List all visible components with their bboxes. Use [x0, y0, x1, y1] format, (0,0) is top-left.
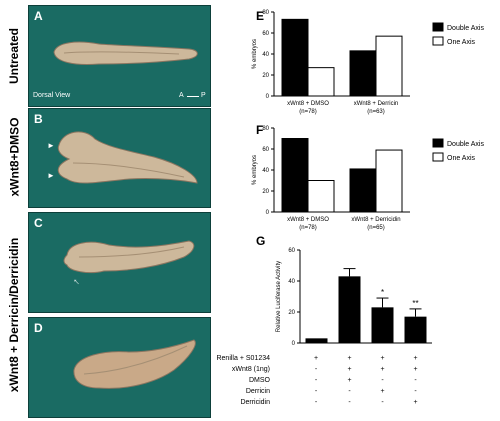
chart-f-letter: F: [256, 123, 263, 137]
chart-g-bar: [338, 276, 361, 343]
chart-g-treatment-mark: +: [347, 366, 351, 373]
chart-g-treatment-mark: -: [315, 388, 318, 395]
chart-g-y-tick-label: 0: [292, 341, 296, 347]
chart-g-treatment-label: DMSO: [249, 377, 271, 384]
chart-f-legend-swatch: [432, 152, 444, 162]
chart-g-y-tick-label: 40: [288, 279, 295, 285]
panel-b-letter: B: [34, 112, 43, 126]
chart-g-treatment-label: Derricin: [246, 388, 270, 395]
chart-e-category-n: (n=78): [299, 109, 317, 115]
chart-g-treatment-mark: +: [413, 355, 417, 362]
row-label-wnt8-derricin: xWnt8 + Derricin/Derricidin: [2, 212, 26, 417]
panel-c-image: C →: [28, 212, 211, 313]
chart-f-bar: [375, 149, 403, 213]
chart-f-y-tick-label: 40: [262, 168, 269, 174]
chart-e-legend-label: Double Axis: [447, 25, 484, 32]
embryo-derricin-image: [63, 240, 195, 274]
chart-e-legend-swatch: [432, 36, 444, 46]
row-label-untreated: Untreated: [2, 6, 26, 106]
chart-f-legend-label: One Axis: [447, 155, 476, 162]
chart-g-bar: [371, 307, 394, 343]
chart-f-bar: [349, 168, 377, 213]
chart-e-bar: [349, 50, 377, 97]
chart-e-bar: [281, 18, 309, 97]
chart-f-bar: [281, 138, 309, 213]
row-label-wnt8-dmso: xWnt8+DMSO: [2, 108, 26, 206]
chart-g-treatment-label: Derricidin: [240, 399, 270, 406]
chart-g-bar: [404, 316, 427, 343]
embryo-untreated-image: [53, 41, 198, 65]
chart-e-y-tick-label: 80: [262, 10, 269, 16]
chart-g-y-tick-label: 20: [288, 310, 295, 316]
chart-g-treatment-mark: +: [347, 355, 351, 362]
chart-e-letter: E: [256, 9, 264, 23]
chart-f-category-label: xWnt8 + DMSO: [287, 217, 329, 223]
chart-f-legend-label: Double Axis: [447, 141, 484, 148]
chart-g-letter: G: [256, 234, 265, 248]
panel-a-letter: A: [34, 9, 43, 23]
row-label-wnt8-derricin-text: xWnt8 + Derricin/Derricidin: [7, 237, 22, 392]
axis-arrow-line: [187, 96, 199, 97]
row-label-untreated-text: Untreated: [7, 27, 22, 85]
panel-d-image: D: [28, 317, 211, 418]
chart-f-y-label: % embryos: [252, 155, 258, 185]
chart-g-y-tick-label: 60: [288, 248, 295, 254]
chart-f-y-tick-label: 0: [266, 210, 270, 216]
panel-a-image: A Dorsal View A P: [28, 5, 211, 107]
chart-g-treatment-mark: +: [380, 388, 384, 395]
chart-g-treatment-mark: +: [413, 366, 417, 373]
double-axis-arrowhead-icon-2: ►: [47, 171, 55, 180]
embryo-derricidin-image: [73, 339, 196, 389]
chart-g-treatment-mark: -: [315, 366, 318, 373]
chart-g-treatment-mark: +: [314, 355, 318, 362]
chart-f-category-n: (n=78): [299, 225, 317, 231]
axis-posterior-label: P: [201, 92, 206, 99]
chart-g-significance-label: *: [381, 288, 384, 297]
chart-g-treatment-mark: -: [414, 377, 417, 384]
chart-e-category-label: xWnt8 + DMSO: [287, 101, 329, 107]
double-axis-arrowhead-icon: ►: [47, 141, 55, 150]
row-label-wnt8-dmso-text: xWnt8+DMSO: [7, 117, 22, 197]
chart-e-bar: [307, 67, 335, 97]
chart-e-category-label: xWnt8 + Derricin: [354, 101, 399, 107]
panel-d-letter: D: [34, 321, 43, 335]
panel-c-letter: C: [34, 216, 43, 230]
panel-b-image: B ► ►: [28, 108, 211, 208]
chart-e-y-tick-label: 20: [262, 73, 269, 79]
chart-f-category-label: xWnt8 + Derricidin: [351, 217, 400, 223]
chart-e-y-label: % embryos: [252, 39, 258, 69]
chart-g-treatment-mark: -: [414, 388, 417, 395]
embryo-double-axis-image: [57, 131, 198, 184]
chart-g-y-label: Relative Luciferase Activity: [276, 261, 282, 332]
chart-f-y-tick-label: 20: [262, 189, 269, 195]
chart-e-category-n: (n=63): [367, 109, 385, 115]
chart-f-legend-swatch: [432, 138, 444, 148]
chart-g-treatment-mark: +: [413, 399, 417, 406]
chart-e-legend-label: One Axis: [447, 39, 476, 46]
chart-e-y-tick-label: 60: [262, 31, 269, 37]
chart-g-treatment-mark: +: [380, 355, 384, 362]
chart-g-treatment-mark: +: [347, 377, 351, 384]
chart-g-treatment-mark: -: [315, 399, 318, 406]
chart-e-bar: [375, 35, 403, 97]
chart-g-treatment-mark: -: [381, 399, 384, 406]
dorsal-view-label: Dorsal View: [33, 92, 71, 99]
chart-g-treatment-label: Renilla + S01234: [216, 355, 270, 362]
chart-f-category-n: (n=65): [367, 225, 385, 231]
chart-e-legend-swatch: [432, 22, 444, 32]
chart-g-treatment-mark: -: [348, 399, 351, 406]
chart-e-y-tick-label: 0: [266, 94, 270, 100]
chart-f-bar: [307, 180, 335, 213]
axis-anterior-label: A: [179, 92, 184, 99]
chart-g-treatment-mark: -: [348, 388, 351, 395]
chart-g-treatment-mark: -: [315, 377, 318, 384]
chart-g-treatment-mark: +: [380, 366, 384, 373]
chart-g-treatment-label: xWnt8 (1ng): [232, 366, 270, 373]
chart-f-y-tick-label: 60: [262, 147, 269, 153]
chart-f-y-tick-label: 80: [262, 126, 269, 132]
chart-g-treatment-mark: -: [381, 377, 384, 384]
chart-e-y-tick-label: 40: [262, 52, 269, 58]
chart-g-bar: [305, 338, 328, 343]
chart-g-significance-label: **: [412, 299, 418, 308]
